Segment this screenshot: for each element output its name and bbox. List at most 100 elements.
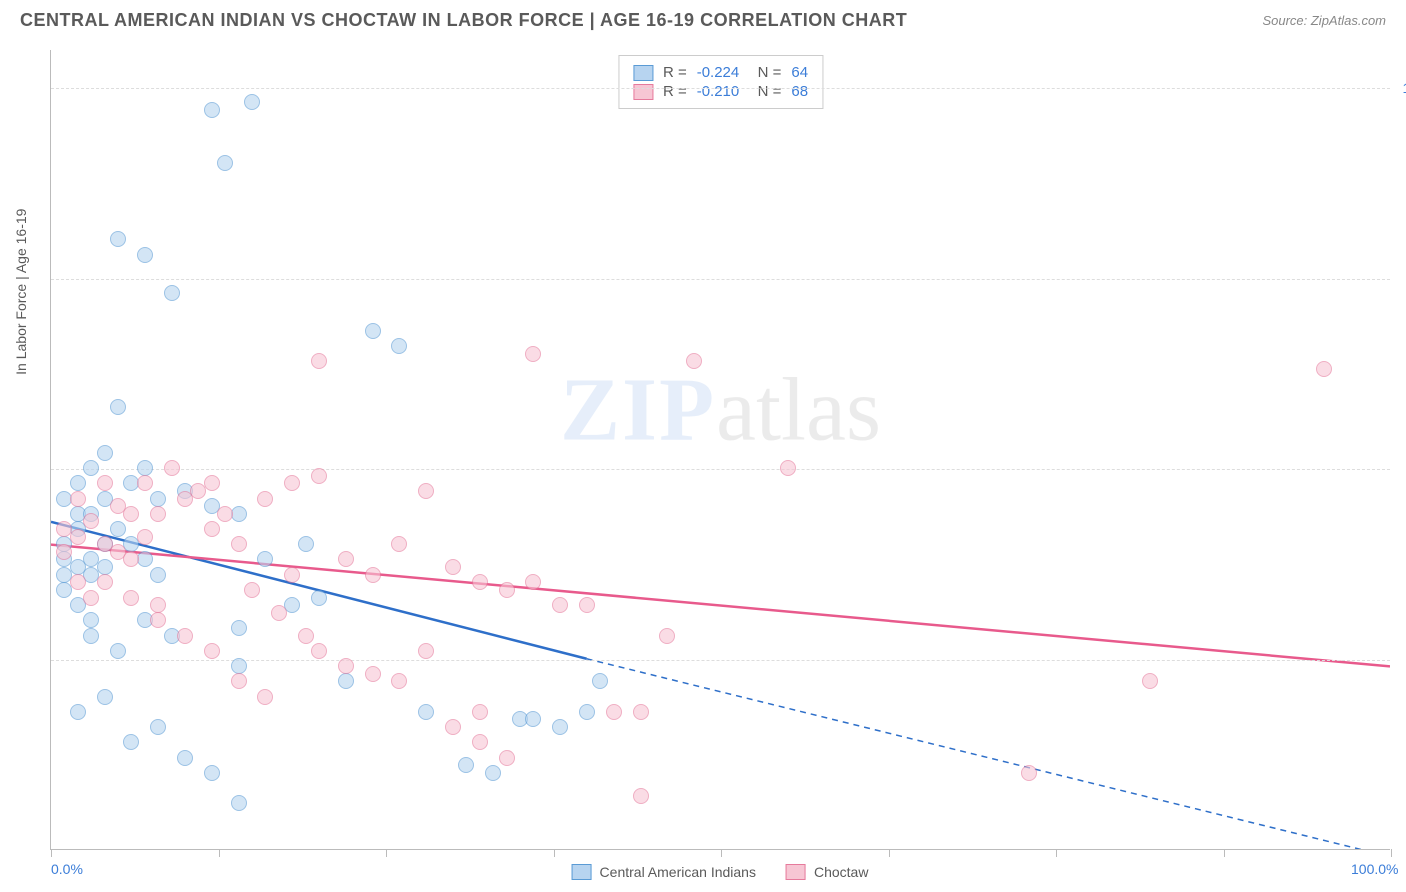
scatter-point xyxy=(97,559,113,575)
scatter-point xyxy=(391,338,407,354)
x-tick-label: 100.0% xyxy=(1351,861,1398,877)
legend-series-label: Choctaw xyxy=(814,864,868,880)
scatter-point xyxy=(311,468,327,484)
scatter-point xyxy=(137,475,153,491)
chart-source: Source: ZipAtlas.com xyxy=(1262,13,1386,28)
scatter-point xyxy=(525,574,541,590)
scatter-point xyxy=(123,590,139,606)
scatter-point xyxy=(485,765,501,781)
scatter-point xyxy=(97,475,113,491)
scatter-point xyxy=(525,711,541,727)
trend-lines-svg xyxy=(51,50,1390,849)
legend-swatch xyxy=(786,864,806,880)
grid-line xyxy=(51,88,1390,89)
grid-line xyxy=(51,279,1390,280)
scatter-point xyxy=(56,544,72,560)
scatter-point xyxy=(110,643,126,659)
scatter-point xyxy=(592,673,608,689)
legend-r-label: R = xyxy=(663,83,687,100)
watermark-zip: ZIP xyxy=(560,360,716,459)
scatter-point xyxy=(633,788,649,804)
x-tick xyxy=(386,849,387,857)
scatter-point xyxy=(244,94,260,110)
scatter-point xyxy=(1316,361,1332,377)
scatter-point xyxy=(150,612,166,628)
watermark: ZIPatlas xyxy=(560,358,881,461)
scatter-point xyxy=(123,506,139,522)
scatter-point xyxy=(499,582,515,598)
scatter-point xyxy=(70,704,86,720)
scatter-point xyxy=(311,353,327,369)
scatter-point xyxy=(137,247,153,263)
legend-swatch xyxy=(572,864,592,880)
scatter-point xyxy=(164,460,180,476)
legend-stat-row: R = -0.224 N = 64 xyxy=(633,64,808,81)
legend-r-value: -0.210 xyxy=(697,83,740,100)
scatter-point xyxy=(552,597,568,613)
scatter-point xyxy=(780,460,796,476)
scatter-point xyxy=(284,567,300,583)
y-axis-title: In Labor Force | Age 16-19 xyxy=(13,208,29,374)
x-tick xyxy=(51,849,52,857)
scatter-point xyxy=(150,506,166,522)
correlation-legend: R = -0.224 N = 64 R = -0.210 N = 68 xyxy=(618,55,823,109)
series-legend: Central American Indians Choctaw xyxy=(572,864,869,880)
scatter-point xyxy=(177,750,193,766)
scatter-point xyxy=(97,445,113,461)
legend-stat-row: R = -0.210 N = 68 xyxy=(633,83,808,100)
scatter-point xyxy=(231,673,247,689)
legend-series-item: Choctaw xyxy=(786,864,868,880)
x-tick xyxy=(1056,849,1057,857)
grid-line xyxy=(51,660,1390,661)
scatter-point xyxy=(391,536,407,552)
scatter-point xyxy=(257,551,273,567)
scatter-point xyxy=(1021,765,1037,781)
scatter-point xyxy=(110,521,126,537)
x-tick xyxy=(219,849,220,857)
scatter-point xyxy=(231,536,247,552)
legend-n-label: N = xyxy=(749,64,781,81)
legend-n-label: N = xyxy=(749,83,781,100)
scatter-point xyxy=(150,567,166,583)
scatter-point xyxy=(204,521,220,537)
legend-swatch xyxy=(633,84,653,100)
legend-series-label: Central American Indians xyxy=(600,864,756,880)
scatter-point xyxy=(204,102,220,118)
scatter-point xyxy=(338,658,354,674)
scatter-point xyxy=(70,574,86,590)
scatter-point xyxy=(217,155,233,171)
scatter-point xyxy=(1142,673,1158,689)
scatter-point xyxy=(552,719,568,735)
scatter-point xyxy=(70,491,86,507)
scatter-point xyxy=(365,567,381,583)
chart-container: ZIPatlas R = -0.224 N = 64 R = -0.210 N =… xyxy=(50,50,1390,850)
legend-n-value: 64 xyxy=(791,64,808,81)
scatter-point xyxy=(472,734,488,750)
legend-swatch xyxy=(633,65,653,81)
scatter-point xyxy=(83,460,99,476)
scatter-point xyxy=(338,673,354,689)
scatter-point xyxy=(418,643,434,659)
legend-r-value: -0.224 xyxy=(697,64,740,81)
scatter-point xyxy=(70,529,86,545)
scatter-point xyxy=(97,689,113,705)
scatter-point xyxy=(525,346,541,362)
scatter-point xyxy=(244,582,260,598)
x-tick xyxy=(1224,849,1225,857)
scatter-point xyxy=(83,628,99,644)
scatter-point xyxy=(458,757,474,773)
scatter-point xyxy=(257,689,273,705)
scatter-point xyxy=(284,475,300,491)
scatter-point xyxy=(110,399,126,415)
scatter-point xyxy=(70,475,86,491)
scatter-point xyxy=(298,628,314,644)
scatter-point xyxy=(298,536,314,552)
scatter-point xyxy=(579,704,595,720)
scatter-point xyxy=(472,574,488,590)
scatter-point xyxy=(365,666,381,682)
scatter-point xyxy=(83,612,99,628)
legend-n-value: 68 xyxy=(791,83,808,100)
scatter-point xyxy=(338,551,354,567)
scatter-point xyxy=(110,231,126,247)
scatter-point xyxy=(391,673,407,689)
